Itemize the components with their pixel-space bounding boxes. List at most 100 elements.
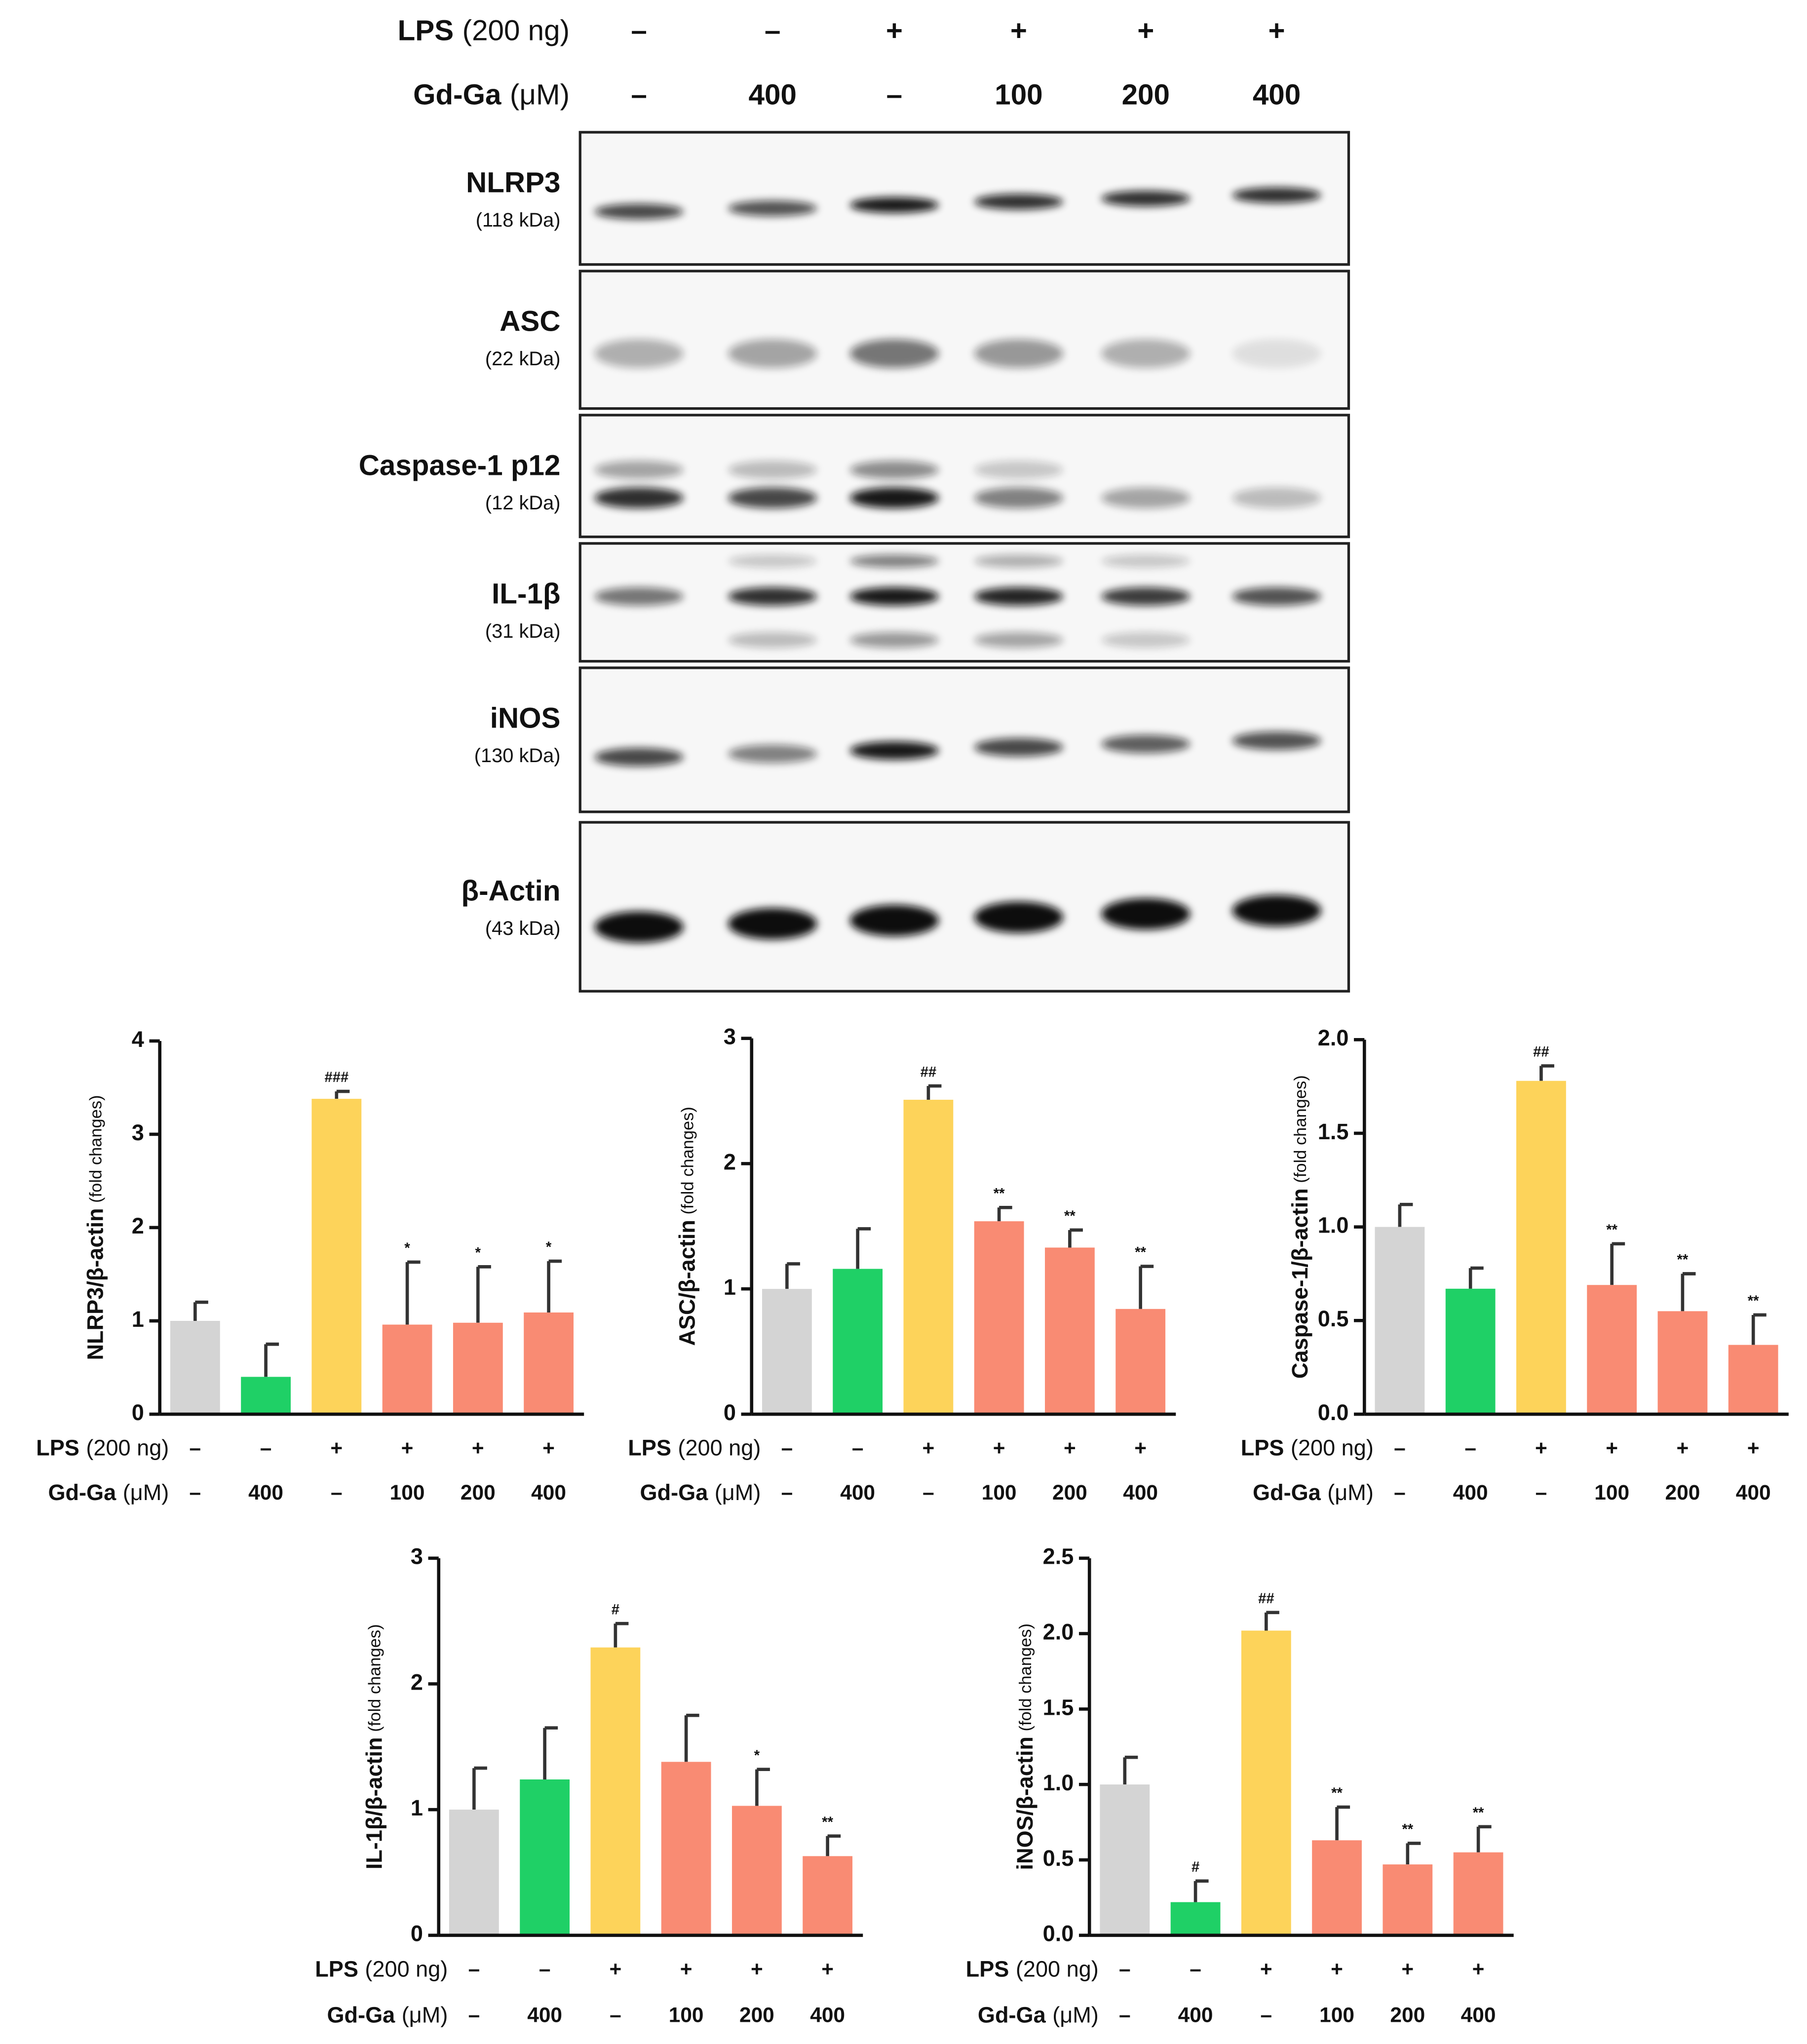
bar: [1587, 1285, 1637, 1415]
blot-panel: [578, 666, 1350, 813]
blot-frame: [578, 666, 1350, 813]
blot-frame: [578, 131, 1350, 266]
blot-panel: [578, 270, 1350, 410]
significance: *: [546, 1239, 552, 1255]
condition-label: Gd-Ga (μM): [413, 79, 570, 111]
y-tick-label: 0: [411, 1921, 423, 1946]
condition-value: –: [631, 79, 647, 111]
y-tick-label: 2.0: [1318, 1025, 1349, 1050]
y-axis-label: NLRP3/β-actin (fold changes): [82, 1095, 108, 1360]
bar: [762, 1289, 812, 1415]
bar: [1375, 1227, 1425, 1415]
condition-value: +: [609, 1958, 621, 1981]
blot-band: [728, 487, 817, 508]
band-name: NLRP3: [466, 166, 560, 198]
bar: [1241, 1630, 1291, 1935]
y-tick-label: 1.5: [1043, 1695, 1074, 1720]
condition-value: +: [923, 1436, 935, 1460]
bar: [1383, 1864, 1433, 1935]
band-size: (118 kDa): [476, 209, 561, 231]
band-size: (12 kDa): [485, 492, 561, 514]
condition-value: –: [765, 15, 780, 47]
significance: #: [1192, 1859, 1199, 1875]
bar: [1312, 1840, 1362, 1935]
blot-band: [974, 554, 1064, 568]
significance: ##: [1533, 1044, 1549, 1060]
condition-name: LPS: [315, 1956, 358, 1981]
blot-frame: [578, 542, 1350, 663]
condition-value: –: [190, 1481, 201, 1504]
bar: [449, 1810, 499, 1935]
blot-band: [594, 587, 684, 606]
condition-value: +: [1472, 1958, 1485, 1981]
blot-band: [1101, 339, 1191, 368]
condition-value: –: [468, 2004, 480, 2027]
bar: [903, 1100, 954, 1415]
blot-band: [728, 908, 817, 940]
blot-band: [1232, 732, 1321, 750]
condition-value: 400: [1178, 2004, 1213, 2027]
band-name: iNOS: [490, 702, 561, 734]
y-tick-label: 0.0: [1318, 1400, 1349, 1425]
blot-band: [728, 339, 817, 368]
condition-label: Gd-Ga (μM): [640, 1480, 761, 1505]
condition-value: 100: [669, 2004, 704, 2027]
condition-name: Gd-Ga: [413, 79, 501, 111]
condition-unit: (200 ng): [86, 1435, 169, 1461]
blot-band: [1232, 339, 1321, 368]
y-axis-label-main: IL-1β/β-actin: [361, 1737, 386, 1869]
condition-value: 200: [1122, 79, 1170, 111]
y-tick-label: 3: [132, 1120, 144, 1145]
y-axis-label-unit: (fold changes): [366, 1624, 384, 1732]
condition-value: –: [1536, 1481, 1547, 1504]
condition-value: +: [1677, 1436, 1689, 1460]
condition-unit: (μM): [1052, 2002, 1099, 2027]
condition-unit: (200 ng): [462, 15, 570, 47]
condition-label: LPS (200 ng): [628, 1435, 761, 1461]
condition-value: +: [401, 1436, 414, 1460]
condition-value: +: [1137, 15, 1154, 47]
y-tick-label: 3: [411, 1544, 423, 1569]
blot-band: [728, 200, 817, 216]
condition-value: 100: [982, 1481, 1017, 1504]
blot-band: [849, 487, 939, 508]
blot-band: [974, 339, 1064, 368]
condition-value: 400: [810, 2004, 845, 2027]
significance: **: [994, 1186, 1005, 1201]
blot-band: [1101, 632, 1191, 648]
blot-band: [1232, 587, 1321, 606]
condition-value: –: [923, 1481, 934, 1504]
condition-label: Gd-Ga (μM): [327, 2002, 448, 2027]
blot-band: [728, 587, 817, 606]
condition-value: +: [330, 1436, 343, 1460]
condition-unit: (200 ng): [1016, 1956, 1099, 1981]
blot-band: [974, 193, 1064, 210]
band-name: IL-1β: [492, 578, 560, 610]
blot-frame: [578, 414, 1350, 539]
condition-label: LPS (200 ng): [1241, 1435, 1374, 1461]
blot-band: [849, 197, 939, 213]
condition-value: 200: [461, 1481, 496, 1504]
condition-unit: (μM): [510, 79, 570, 111]
condition-value: –: [631, 15, 647, 47]
blot-band: [849, 741, 939, 760]
condition-name: LPS: [36, 1435, 79, 1461]
significance: **: [1331, 1785, 1343, 1801]
blot-band: [849, 587, 939, 606]
condition-value: –: [1394, 1481, 1406, 1504]
bar: [1728, 1345, 1778, 1415]
blot-panel: [578, 131, 1350, 266]
condition-value: –: [852, 1436, 864, 1460]
condition-unit: (μM): [715, 1480, 761, 1505]
y-axis-label-unit: (fold changes): [86, 1095, 105, 1202]
blot-band: [849, 554, 939, 568]
blot-band: [594, 203, 684, 220]
band-size: (22 kDa): [485, 348, 561, 370]
condition-value: +: [1268, 15, 1285, 47]
condition-value: +: [1064, 1436, 1076, 1460]
y-tick-label: 0.5: [1043, 1846, 1074, 1871]
condition-value: 400: [749, 79, 797, 111]
significance: **: [1064, 1208, 1076, 1224]
